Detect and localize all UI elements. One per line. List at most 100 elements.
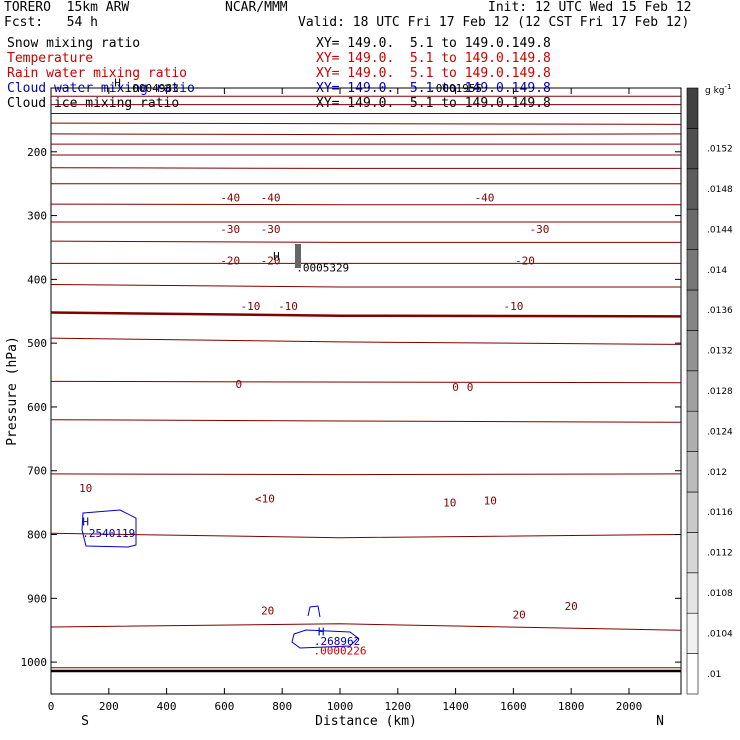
- isotherm-16: [50, 380, 682, 384]
- x-tick-label-6: 1200: [385, 700, 412, 713]
- x-tick-label-1: 200: [99, 700, 119, 713]
- cloud-water-region-1: [81, 509, 137, 548]
- contour-label-19: 20: [261, 604, 274, 617]
- isotherm-13: [50, 284, 681, 288]
- colorbar-tick-label-1: .0104: [707, 629, 733, 639]
- contour-label-21: 20: [513, 609, 526, 622]
- y-tick-label-4: 600: [27, 401, 47, 414]
- isotherm-3: [50, 122, 682, 125]
- isotherm-20: [50, 623, 682, 631]
- contour-label-6: -20: [220, 255, 240, 268]
- x-tick-label-2: 400: [157, 700, 177, 713]
- y-tick-label-6: 800: [27, 529, 47, 542]
- isotherm-15: [50, 337, 682, 345]
- colorbar-cell-9: [686, 289, 699, 331]
- contour-label-28: .2540119: [82, 527, 135, 540]
- isotherm-19: [50, 532, 682, 539]
- field-name-snow: Snow mixing ratio: [7, 36, 141, 51]
- colorbar-tick-label-6: .0124: [707, 427, 733, 437]
- colorbar-tick-label-5: .012: [707, 468, 727, 478]
- contour-label-31: .0000226: [314, 645, 367, 658]
- isotherm-11: [50, 240, 681, 243]
- field-name-temperature: Temperature: [7, 51, 94, 66]
- contour-label-14: 0: [467, 381, 474, 394]
- colorbar-tick-label-10: .014: [707, 266, 727, 276]
- y-tick-label-3: 500: [27, 337, 47, 350]
- contour-label-11: -10: [503, 300, 523, 313]
- x-tick-label-8: 1600: [500, 700, 527, 713]
- x-tick-label-9: 1800: [558, 700, 585, 713]
- colorbar-cell-12: [686, 168, 699, 210]
- colorbar-tick-label-4: .0116: [707, 508, 733, 518]
- contour-label-30: .268962: [314, 635, 360, 648]
- y-axis-label: Pressure (hPa): [5, 336, 20, 446]
- contour-label-29: H: [318, 625, 325, 638]
- cloud-water-region-2: [291, 629, 359, 649]
- contour-label-27: H: [82, 516, 89, 529]
- colorbar-tick-label-9: .0136: [707, 306, 733, 316]
- contour-label-5: -30: [529, 223, 549, 236]
- colorbar-tick-label-7: .0128: [707, 387, 733, 397]
- contour-label-9: -10: [240, 300, 260, 313]
- colorbar-unit-base: g kg: [705, 86, 725, 96]
- x-ticks: 0 200 400 600 800 1000 1200 1400 1600 1800 2000: [48, 88, 643, 713]
- cloud-water-contours: [81, 244, 359, 649]
- field-name-cloud-ice: Cloud ice mixing ratio: [7, 96, 180, 111]
- y-tick-label-5: 700: [27, 465, 47, 478]
- axes: 0 200 400 600 800 1000 1200 1400 1600 1800 2000 20…: [5, 88, 681, 729]
- colorbar-cell-8: [686, 330, 699, 372]
- y-tick-label-8: 1000: [21, 656, 48, 669]
- valid-time: Valid: 18 UTC Fri 17 Feb 12 (12 CST Fri …: [298, 15, 690, 30]
- field-xy-snow: XY= 149.0. 5.1 to 149.0.149.8: [316, 36, 551, 51]
- contour-label-12: 0: [235, 378, 242, 391]
- contour-label-23: .0004983: [126, 82, 179, 95]
- contour-label-16: <10: [255, 493, 275, 506]
- contour-label-7: -20: [261, 255, 281, 268]
- x-tick-label-4: 800: [272, 700, 292, 713]
- isotherm-17: [50, 419, 682, 423]
- contour-label-22: H: [114, 77, 121, 90]
- colorbar-cell-3: [686, 532, 699, 574]
- colorbar-tick-label-11: .0144: [707, 225, 733, 235]
- contour-label-8: -20: [515, 255, 535, 268]
- init-time: Init: 12 UTC Wed 15 Feb 12: [488, 0, 692, 15]
- colorbar-tick-label-8: .0132: [707, 347, 733, 357]
- colorbar-unit: g kg-1: [705, 83, 731, 96]
- y-tick-label-0: 200: [27, 146, 47, 159]
- colorbar: .01 .0104 .0108 .0112 .0116 .012 .0124 .0128 .01…: [686, 83, 733, 695]
- colorbar-cell-11: [686, 208, 699, 250]
- colorbar-cell-2: [686, 572, 699, 614]
- model-name: TORERO 15km ARW: [4, 0, 130, 15]
- y-tick-label-1: 300: [27, 210, 47, 223]
- x-axis-label: Distance (km): [315, 714, 417, 729]
- organization: NCAR/MMM: [225, 0, 288, 15]
- cloud-water-loop: [307, 605, 321, 618]
- x-tick-label-5: 1000: [327, 700, 354, 713]
- colorbar-cell-7: [686, 370, 699, 412]
- y-tick-label-7: 900: [27, 592, 47, 605]
- colorbar-cell-5: [686, 451, 699, 493]
- field-xy-rain: XY= 149.0. 5.1 to 149.0.149.8: [316, 66, 551, 81]
- field-name-rain: Rain water mixing ratio: [7, 66, 188, 81]
- colorbar-cell-6: [686, 410, 699, 452]
- colorbar-unit-exponent: -1: [725, 83, 732, 91]
- isotherm-14: [50, 311, 682, 318]
- contour-label-13: 0: [452, 381, 459, 394]
- contour-label-1: -40: [261, 192, 281, 205]
- x-tick-label-10: 2000: [616, 700, 643, 713]
- colorbar-tick-label-12: .0148: [707, 185, 733, 195]
- contour-label-18: 10: [484, 495, 497, 508]
- colorbar-tick-label-2: .0108: [707, 589, 733, 599]
- contour-label-20: 20: [565, 600, 578, 613]
- isotherm-4: [50, 133, 682, 136]
- contour-labels: -40 -40 -40-30 -30 -30-20 -20 -20-10 -10 -100 0 01…: [79, 77, 578, 658]
- contour-label-10: -10: [278, 300, 298, 313]
- contour-label-25: .0005329: [296, 262, 349, 275]
- colorbar-cell-4: [686, 491, 699, 533]
- colorbar-cell-14: [686, 87, 699, 129]
- contour-label-4: -30: [261, 223, 281, 236]
- colorbar-tick-label-3: .0112: [707, 549, 733, 559]
- contour-label-3: -30: [220, 223, 240, 236]
